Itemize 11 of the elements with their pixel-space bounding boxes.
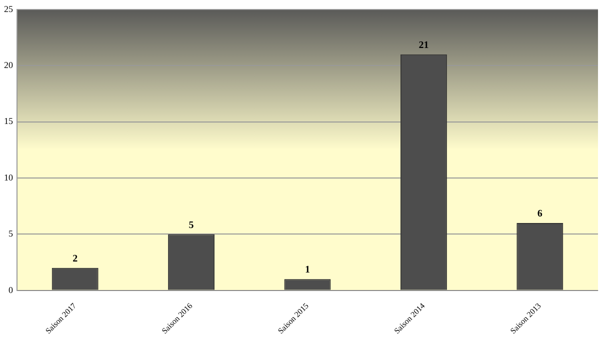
data-label: 21 — [418, 40, 429, 51]
data-label: 6 — [537, 208, 542, 220]
y-tick-label: 25 — [4, 4, 14, 14]
y-tick-label: 15 — [4, 116, 14, 126]
data-label: 5 — [188, 220, 194, 231]
y-tick-label: 10 — [4, 172, 14, 182]
y-tick-label: 5 — [8, 228, 14, 239]
y-tick-label: 20 — [4, 60, 14, 70]
data-label: 1 — [305, 264, 310, 276]
data-label: 2 — [72, 253, 78, 264]
y-tick-label: 0 — [8, 284, 14, 295]
